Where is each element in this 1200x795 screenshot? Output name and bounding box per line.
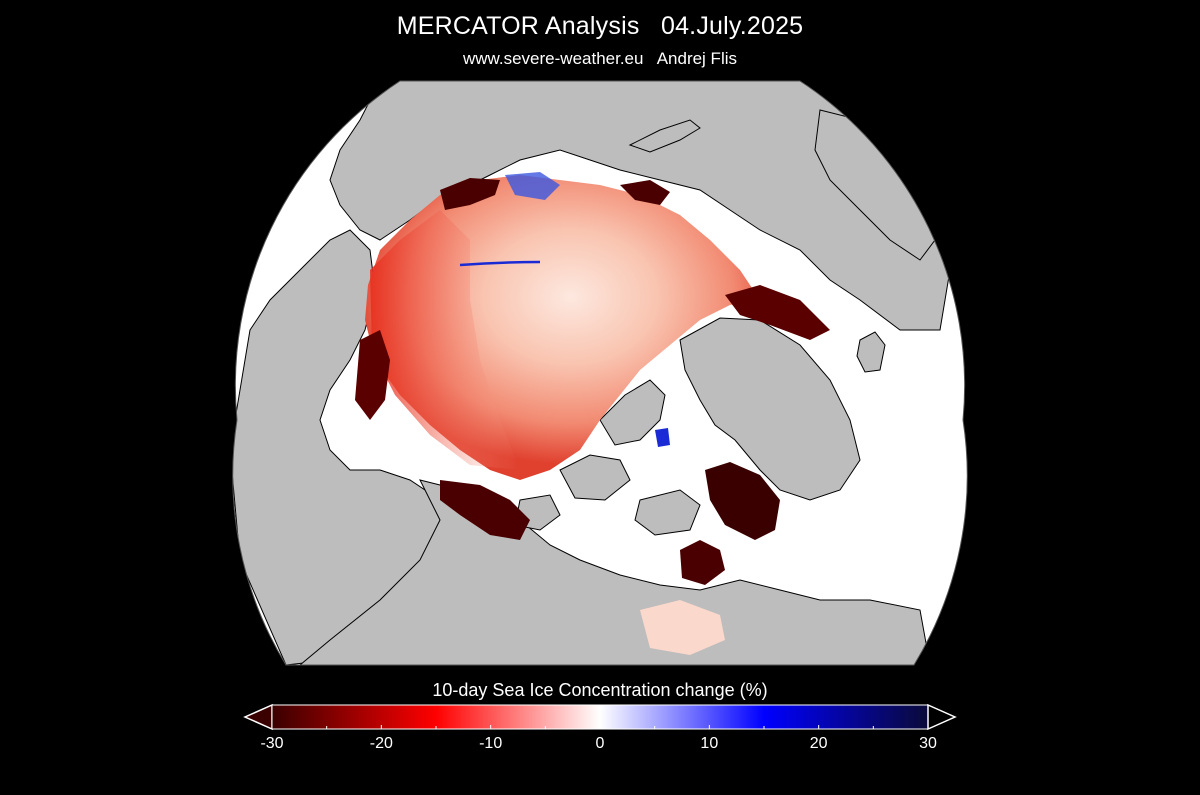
colorbar-tick-label: 30 xyxy=(919,735,937,752)
strong-loss-hudson xyxy=(680,540,725,585)
strong-loss-barents xyxy=(725,285,830,340)
colorbar-tick-label: 20 xyxy=(809,735,828,752)
strong-loss-chukchi xyxy=(355,330,390,420)
land-novaya-zemlya xyxy=(628,119,701,153)
sea-ice-loss-west xyxy=(370,210,520,470)
land-archipelago-1 xyxy=(599,379,666,446)
hudson-bay-change xyxy=(640,600,725,655)
colorbar-tick-label: -10 xyxy=(479,735,503,752)
ice-gain-streak xyxy=(459,260,541,267)
colorbar-tick-label: -20 xyxy=(369,735,393,752)
ice-gain-laptev xyxy=(505,172,560,200)
land-greenland xyxy=(679,317,861,501)
strong-loss-baffin xyxy=(705,462,780,540)
legend-title: 10-day Sea Ice Concentration change (%) xyxy=(432,680,768,700)
land-iceland xyxy=(856,331,886,373)
land-archipelago-4 xyxy=(634,489,701,536)
map-subtitle: www.severe-weather.eu Andrej Flis xyxy=(462,49,737,68)
colorbar-tick-label: 0 xyxy=(595,735,605,752)
land-archipelago-2 xyxy=(559,454,631,501)
ice-gain-greenland xyxy=(655,428,670,447)
colorbar-tick-label: -30 xyxy=(260,735,284,752)
strong-loss-beaufort xyxy=(440,480,530,540)
colorbar-tick-label: 10 xyxy=(700,735,719,752)
globe-outline xyxy=(232,80,968,666)
map-title: MERCATOR Analysis 04.July.2025 xyxy=(396,12,804,40)
strong-loss-siberia xyxy=(440,178,500,210)
strong-loss-kara xyxy=(620,180,670,205)
